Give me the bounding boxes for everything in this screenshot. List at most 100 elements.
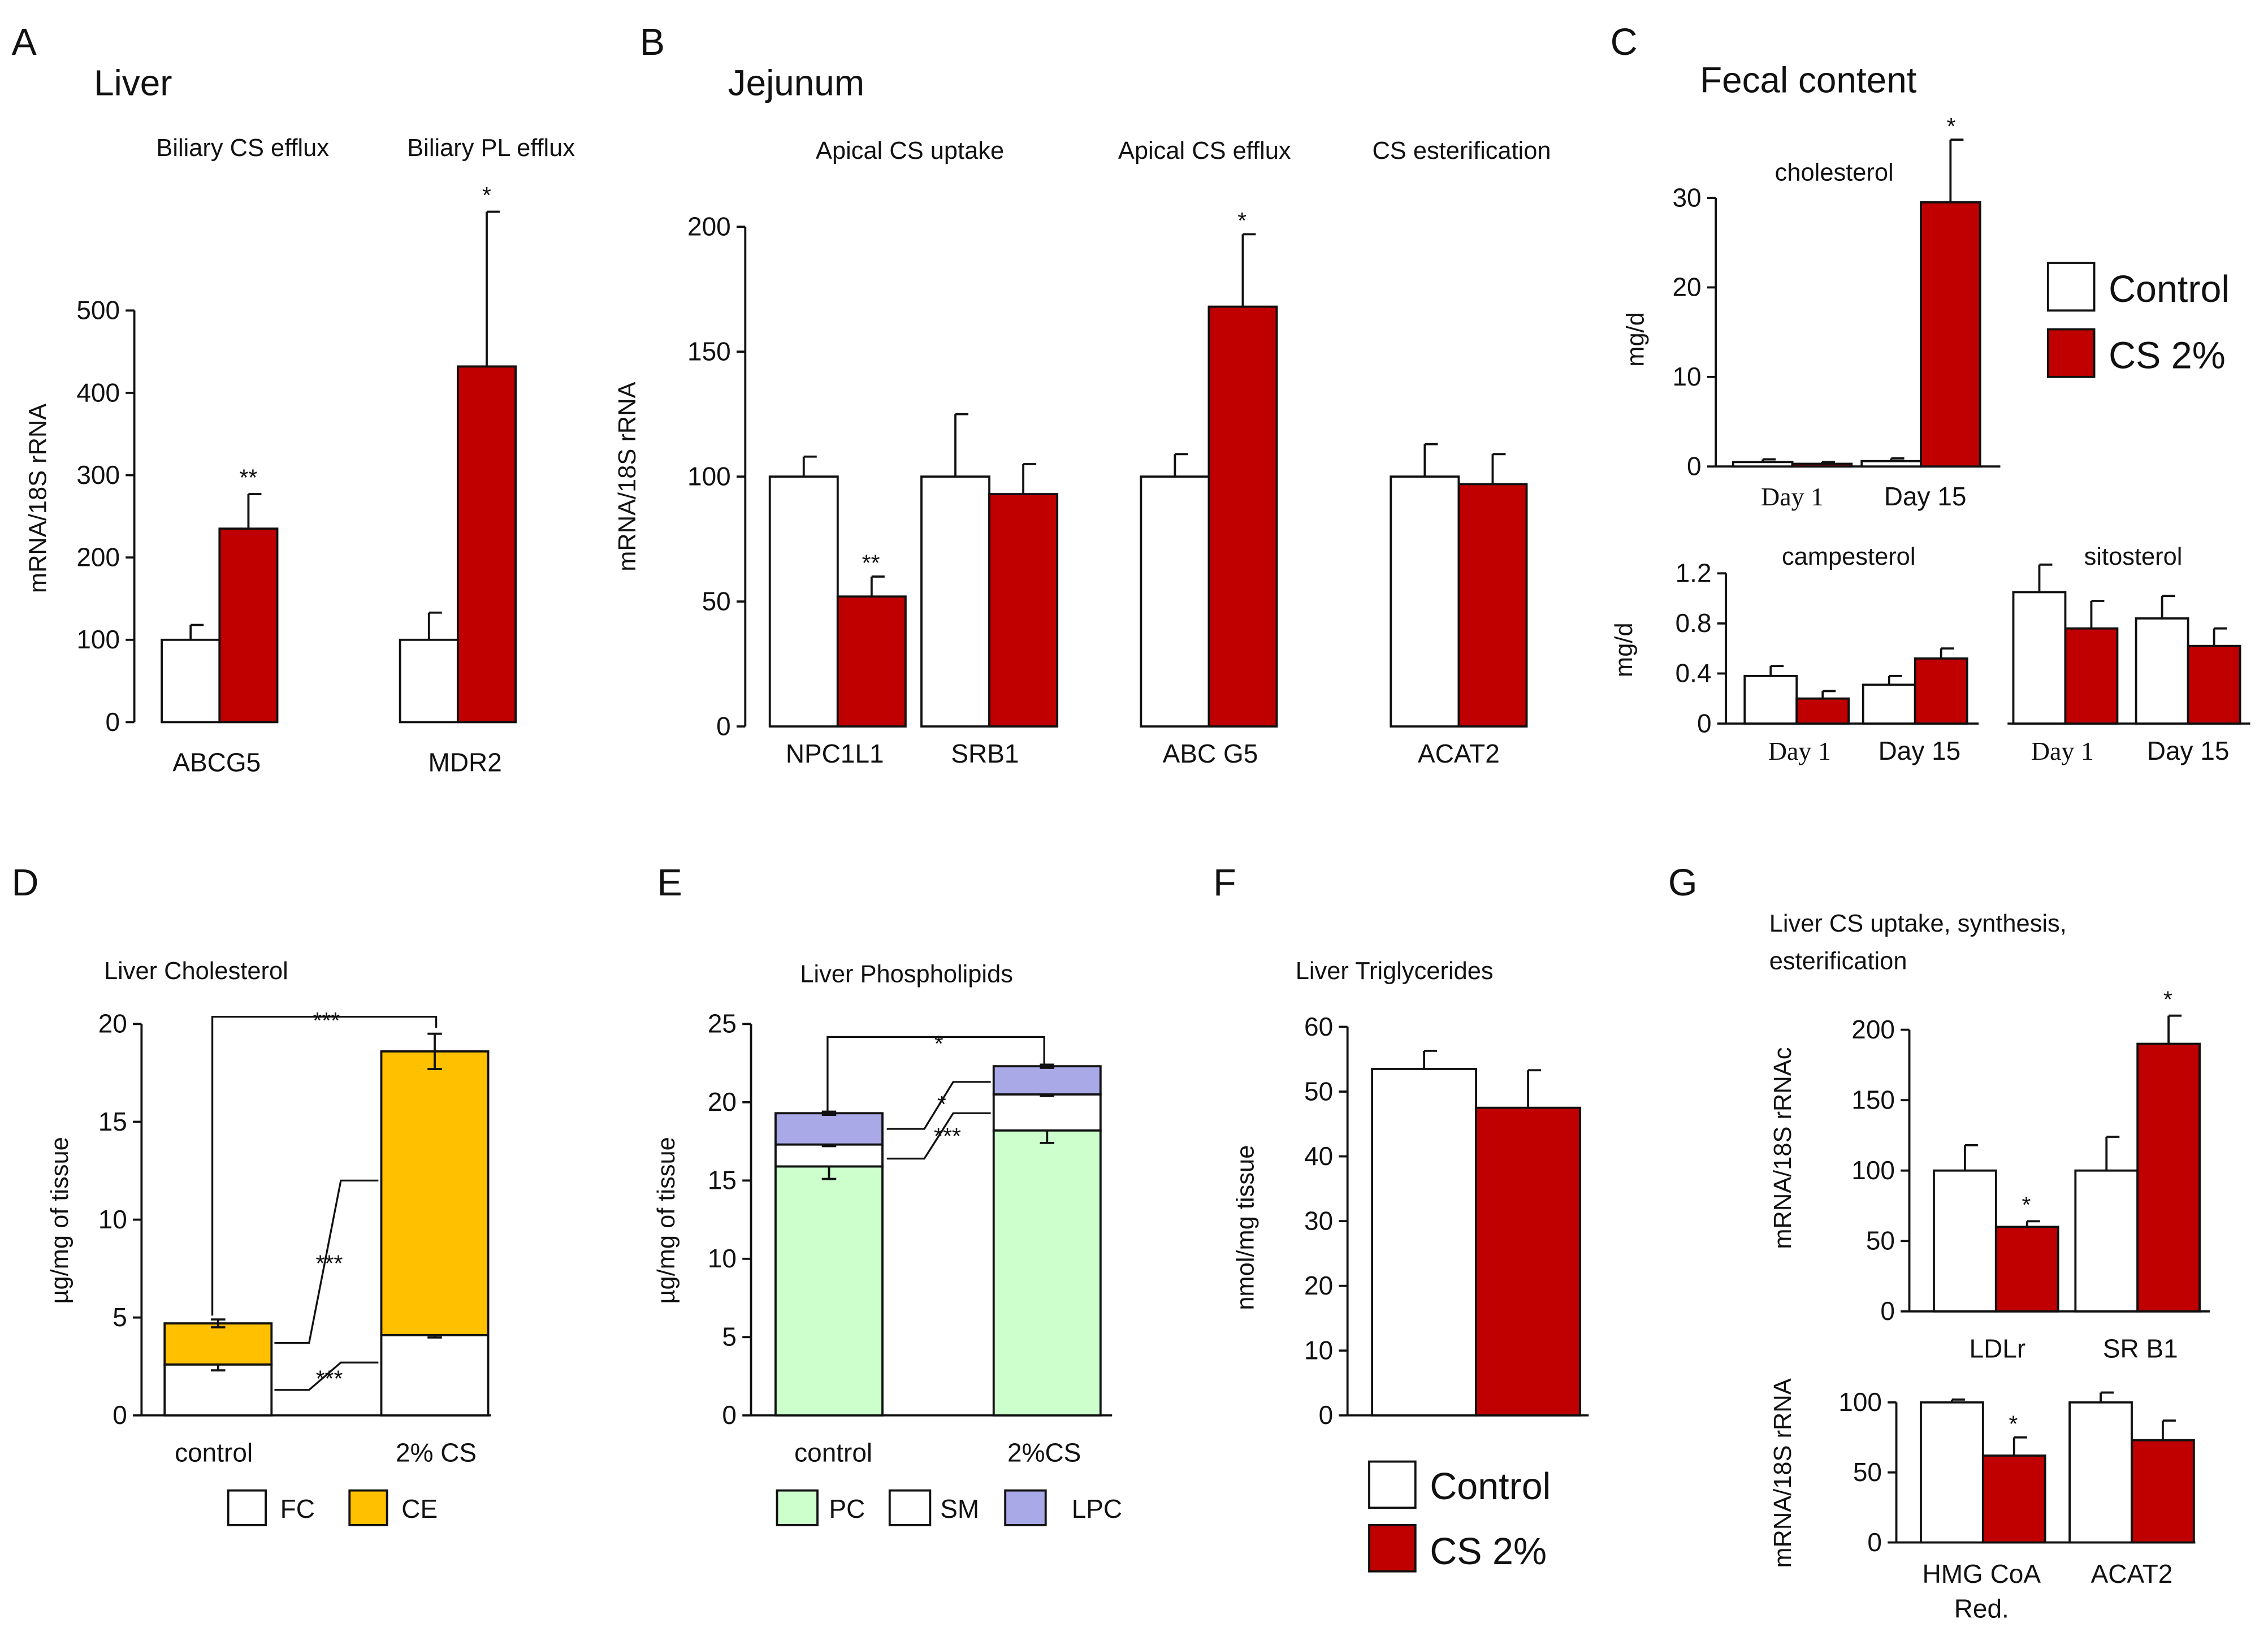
B-significance: ** — [862, 550, 880, 576]
C1-cs-bar — [1920, 201, 1981, 468]
G2-control-bar — [1920, 1401, 1984, 1544]
F-y-tick-label: 40 — [1304, 1141, 1333, 1171]
F-y-axis-title: nmol/mg tissue — [1232, 1145, 1259, 1310]
C2-y-tick-label: 0.8 — [1676, 608, 1712, 638]
B-control-bar — [768, 475, 839, 728]
C1-y-tick-label: 0 — [1687, 452, 1702, 481]
G2-y-axis-title: mRNA/18S rRNA — [1769, 1378, 1797, 1568]
panel-C-letter: C — [1611, 21, 1638, 63]
B-control-bar — [920, 475, 991, 728]
legend-D-fc-label: FC — [280, 1494, 315, 1523]
A-y-axis-title: mRNA/18S rRNA — [25, 404, 52, 593]
D-y-tick-label: 15 — [98, 1107, 127, 1136]
G1-y-tick-label: 0 — [1880, 1296, 1895, 1326]
G-title-line1: Liver CS uptake, synthesis, — [1769, 910, 2067, 937]
D-bracket-total — [211, 1015, 438, 1316]
C-title-sitosterol: sitosterol — [2084, 543, 2183, 570]
G1-y-tick-label: 150 — [1851, 1085, 1895, 1114]
G1-control-bar — [2074, 1169, 2139, 1313]
G2-category-label: ACAT2 — [2091, 1559, 2173, 1588]
E-title: Liver Phospholipids — [800, 960, 1013, 988]
F-y-tick-label: 10 — [1304, 1336, 1333, 1365]
E-bracket-pc — [886, 1112, 991, 1160]
E-significance: *** — [934, 1123, 961, 1149]
E-significance: * — [934, 1031, 943, 1057]
A-y-tick-label: 400 — [76, 378, 120, 407]
F-y-tick-label: 50 — [1304, 1076, 1333, 1106]
E-y-tick-label: 0 — [722, 1400, 737, 1430]
A-y-tick-label: 300 — [76, 460, 120, 490]
A-y-tick-label: 100 — [76, 625, 120, 654]
C-title-cholesterol: cholesterol — [1775, 159, 1894, 186]
legend-F-control-swatch — [1368, 1460, 1417, 1509]
panel-F-letter: F — [1213, 862, 1236, 904]
C3-cs-bar — [2064, 627, 2119, 725]
B-y-tick-label: 100 — [687, 461, 731, 491]
legend-D-ce-swatch — [348, 1489, 388, 1526]
D-y-axis-title: µg/mg of tissue — [46, 1137, 73, 1304]
D-significance: *** — [316, 1366, 343, 1392]
G2-cs-bar — [1981, 1454, 2046, 1544]
C3-control-bar — [2135, 617, 2189, 725]
G2-significance: * — [2009, 1411, 2018, 1437]
C1-y-axis-title: mg/d — [1622, 312, 1649, 367]
panel-B-letter: B — [640, 21, 665, 63]
G2-y-tick-label: 100 — [1838, 1387, 1882, 1417]
F-cs-bar — [1475, 1106, 1581, 1417]
E-pc-segment — [992, 1129, 1102, 1417]
C2-y-tick-label: 0.4 — [1676, 659, 1712, 688]
panel-A-letter: A — [11, 21, 37, 63]
legend-C-cs-swatch — [2046, 328, 2096, 378]
E-category-label: 2%CS — [1007, 1438, 1081, 1467]
B-y-tick-label: 0 — [716, 711, 731, 741]
E-y-tick-label: 20 — [708, 1087, 737, 1116]
C2-y-axis-title: mg/d — [1611, 622, 1638, 677]
E-pc-segment — [774, 1165, 884, 1417]
D-bracket-fc — [274, 1361, 379, 1391]
G1-y-tick-label: 100 — [1851, 1155, 1895, 1185]
G1-category-label: LDLr — [1970, 1334, 2026, 1363]
D-y-tick-label: 20 — [98, 1009, 127, 1038]
C1-category-label: Day 1 — [1761, 482, 1824, 511]
panel-A-tissue: Liver — [94, 63, 172, 103]
E-lpc-segment — [774, 1112, 884, 1146]
D-category-label: 2% CS — [396, 1438, 477, 1467]
C3-control-bar — [2012, 591, 2067, 725]
D-y-tick-label: 0 — [112, 1400, 127, 1430]
D-ce-segment — [380, 1050, 490, 1336]
A-y-tick-label: 200 — [76, 543, 120, 572]
D-significance: *** — [316, 1250, 343, 1276]
A-significance: * — [482, 182, 491, 208]
B-group-title-2: Apical CS efflux — [1118, 137, 1291, 165]
legend-E-pc-label: PC — [829, 1494, 865, 1523]
legend-E-lpc-label: LPC — [1072, 1494, 1122, 1523]
E-y-tick-label: 10 — [708, 1244, 737, 1273]
B-cs-bar — [836, 595, 907, 728]
F-control-bar — [1371, 1068, 1477, 1417]
A-y-tick-label: 500 — [76, 296, 120, 325]
panel-G-letter: G — [1668, 862, 1698, 904]
B-category-label: SRB1 — [951, 739, 1019, 768]
E-bracket-lpc — [886, 1081, 991, 1130]
legend-E-lpc-swatch — [1004, 1489, 1047, 1526]
legend-C-control-swatch — [2046, 262, 2096, 312]
panel-B-tissue: Jejunum — [728, 63, 864, 103]
F-title: Liver Triglycerides — [1296, 958, 1494, 985]
C1-control-bar — [1860, 460, 1922, 468]
B-category-label: NPC1L1 — [786, 739, 884, 768]
E-significance: * — [937, 1091, 946, 1117]
C3-category-label: Day 15 — [2147, 736, 2230, 765]
C2-control-bar — [1743, 674, 1798, 725]
legend-F-cs-swatch — [1368, 1524, 1417, 1573]
C2-y-tick-label: 1.2 — [1676, 559, 1712, 588]
C1-significance: * — [1947, 113, 1956, 139]
C-title-campesterol: campesterol — [1782, 543, 1916, 570]
B-control-bar — [1140, 475, 1210, 728]
C3-category-label: Day 1 — [2031, 737, 2094, 765]
G1-category-label: SR B1 — [2103, 1334, 2178, 1363]
G1-y-axis-title: mRNA/18S rRNAc — [1769, 1047, 1797, 1249]
legend-E-pc-swatch — [776, 1489, 819, 1526]
A-control-bar — [161, 638, 221, 724]
D-bracket-ce — [274, 1179, 379, 1344]
E-lpc-segment — [992, 1065, 1102, 1096]
